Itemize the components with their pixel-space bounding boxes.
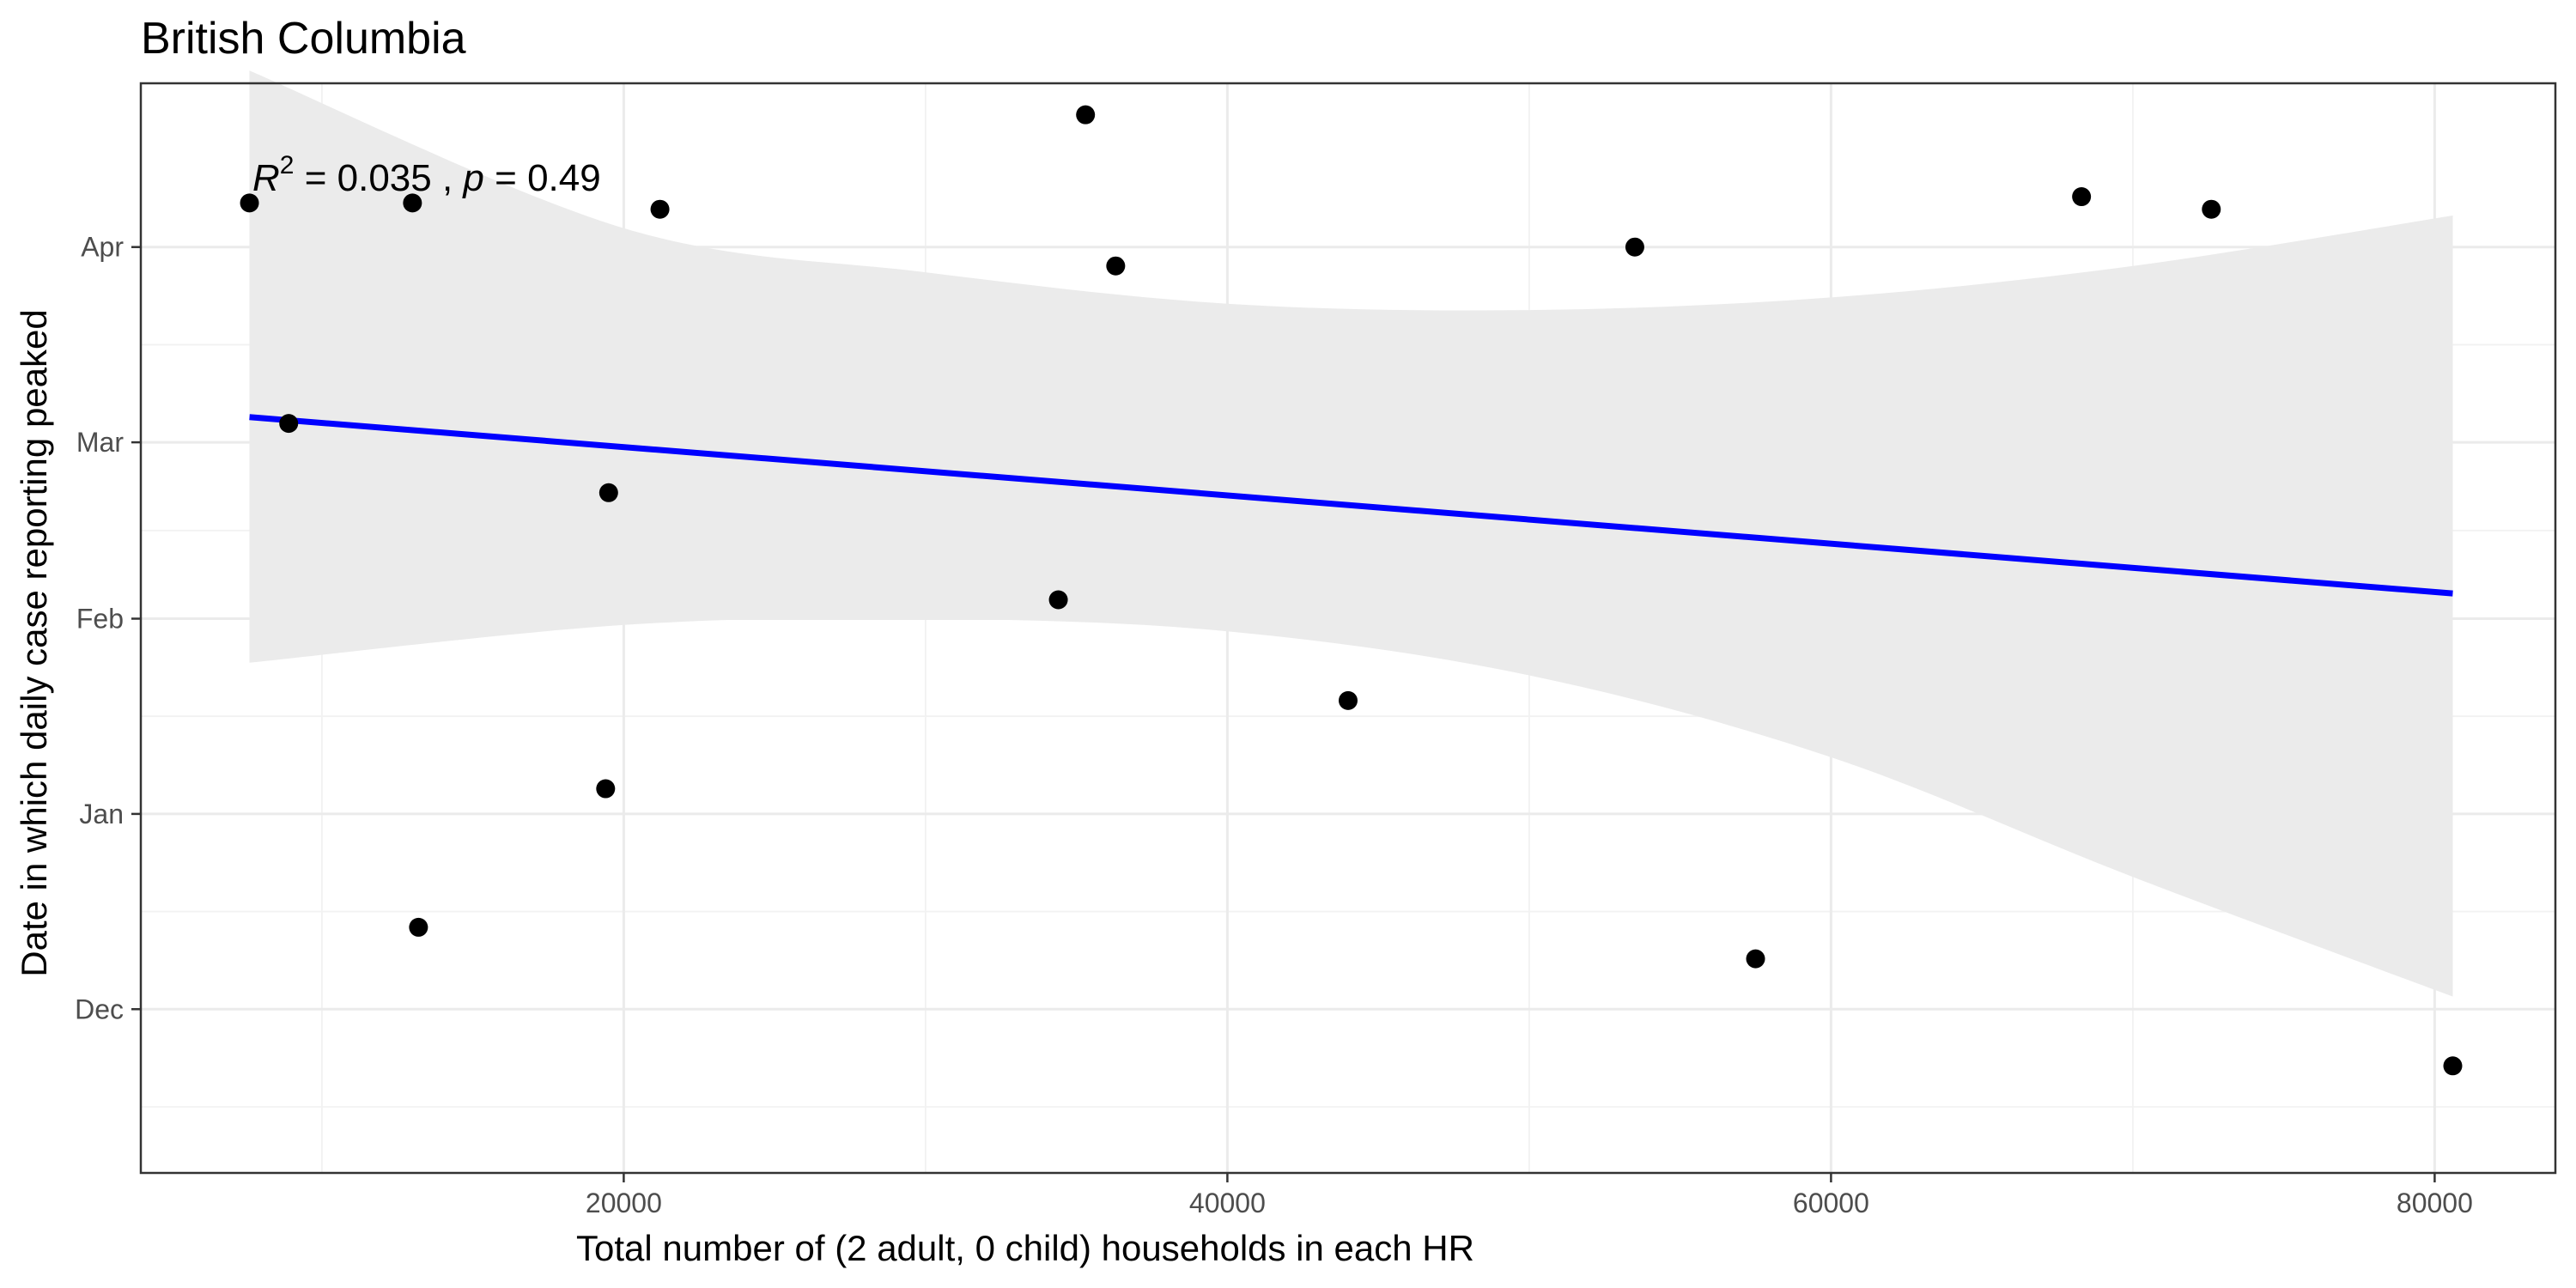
- plot-panel: [139, 70, 2557, 1175]
- y-tick-label: Jan: [79, 799, 124, 829]
- data-points: [240, 105, 2463, 1076]
- data-point: [598, 483, 618, 502]
- p-symbol: p: [461, 157, 483, 199]
- data-point: [1746, 949, 1765, 969]
- p-value: 0.49: [527, 157, 601, 199]
- x-tick-label: 20000: [586, 1188, 662, 1218]
- data-point: [2443, 1056, 2463, 1076]
- x-axis-ticks: 20000 40000 60000 80000: [586, 1173, 2473, 1218]
- data-point: [650, 199, 670, 219]
- data-point: [1106, 256, 1126, 276]
- p-equals: =: [484, 157, 527, 199]
- x-tick-label: 40000: [1189, 1188, 1266, 1218]
- data-point: [409, 917, 428, 937]
- confidence-band: [249, 70, 2453, 997]
- chart-title: British Columbia: [141, 14, 466, 64]
- data-point: [240, 193, 259, 213]
- x-tick-label: 60000: [1793, 1188, 1869, 1218]
- x-axis-title: Total number of (2 adult, 0 child) house…: [576, 1228, 1474, 1268]
- data-point: [1048, 590, 1068, 610]
- y-tick-label: Apr: [81, 232, 124, 263]
- data-point: [2072, 187, 2092, 207]
- trend-line: [249, 414, 2453, 597]
- data-point: [1625, 237, 1644, 257]
- r2-value: 0.035: [337, 157, 432, 199]
- data-point: [596, 779, 616, 799]
- data-point: [1076, 105, 1096, 125]
- data-point: [1339, 690, 1358, 710]
- y-axis-ticks: Dec Jan Feb Mar Apr: [75, 232, 141, 1024]
- data-point: [279, 414, 299, 434]
- y-tick-label: Mar: [76, 427, 124, 458]
- r2-symbol: R: [252, 157, 280, 199]
- data-point: [403, 193, 422, 213]
- x-tick-label: 80000: [2397, 1188, 2473, 1218]
- y-axis-title: Date in which daily case reporting peake…: [14, 309, 54, 976]
- panel-border: [139, 82, 2557, 1175]
- stats-annotation: R2 = 0.035 , p = 0.49: [252, 151, 601, 199]
- y-tick-label: Dec: [75, 993, 124, 1024]
- r2-exponent: 2: [280, 151, 295, 179]
- data-point: [2202, 199, 2221, 219]
- r2-equals: =: [294, 157, 337, 199]
- y-tick-label: Feb: [76, 603, 124, 634]
- annotation-separator: ,: [432, 157, 464, 199]
